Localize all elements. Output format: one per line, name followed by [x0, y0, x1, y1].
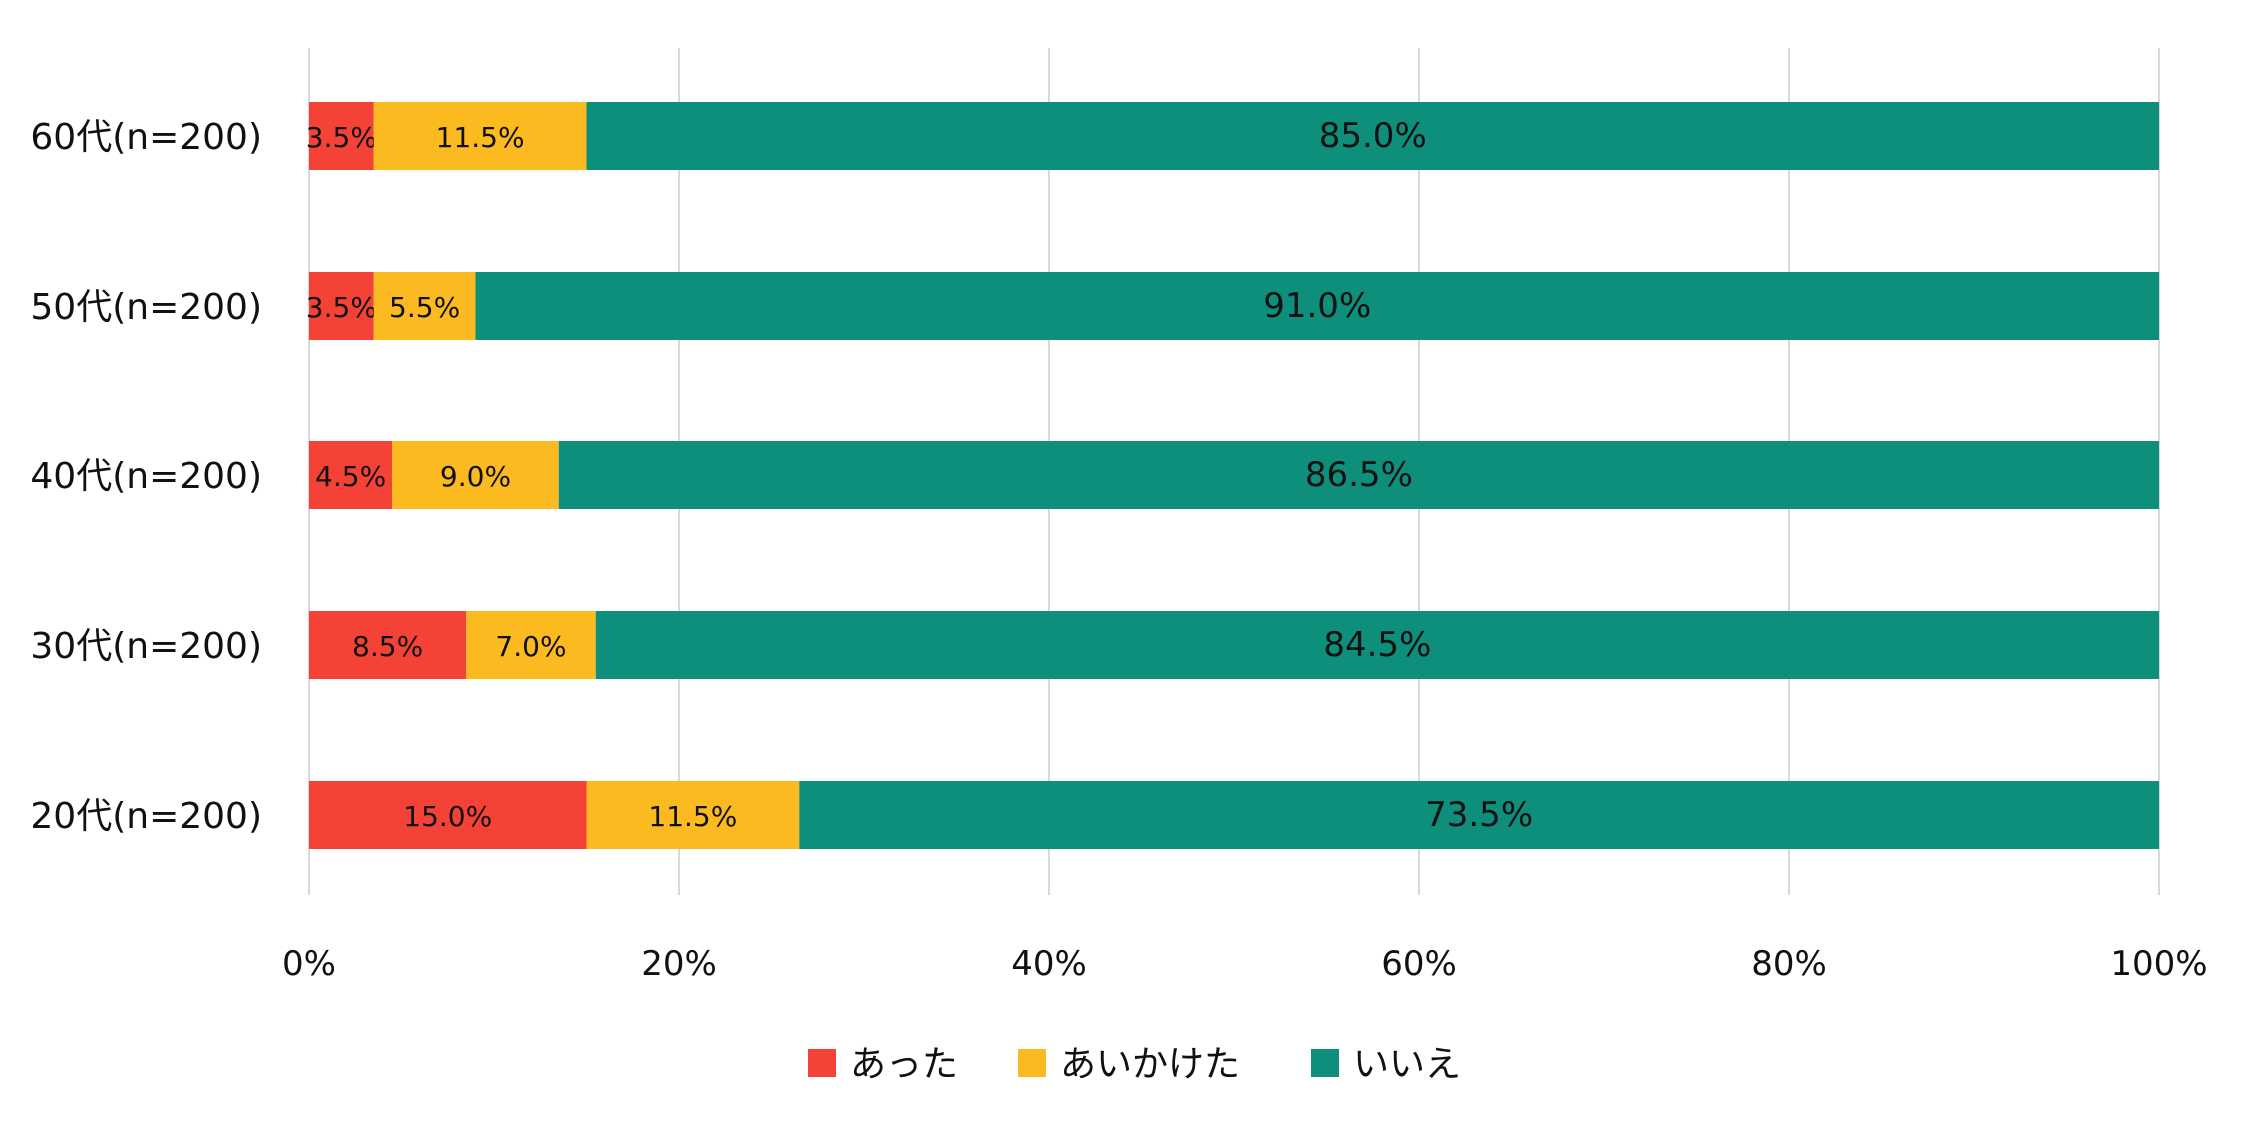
- category-label: 60代(n=200): [30, 117, 262, 158]
- category-label: 40代(n=200): [30, 456, 262, 497]
- bar-segment: [309, 441, 393, 509]
- bar-segment: [373, 272, 476, 340]
- legend-swatch: [1018, 1049, 1046, 1077]
- category-label: 50代(n=200): [30, 287, 262, 328]
- data-label: 86.5%: [1305, 455, 1413, 495]
- bar-segment: [586, 781, 800, 849]
- legend-item: あった: [808, 1044, 958, 1085]
- bar-group: 8.5% 7.0% 84.5%: [309, 611, 2159, 679]
- legend-item: いいえ: [1311, 1044, 1461, 1085]
- bar-segment: [799, 781, 2159, 849]
- tick-label: 60%: [1381, 944, 1457, 984]
- data-label: 3.5%: [306, 291, 377, 324]
- data-label: 5.5%: [389, 291, 460, 324]
- category-label: 30代(n=200): [30, 626, 262, 667]
- bar-group: 3.5% 5.5% 91.0%: [306, 272, 2159, 340]
- bar-group: 3.5% 11.5% 85.0%: [306, 102, 2159, 170]
- bar-segment: [373, 102, 587, 170]
- x-axis-ticks: 0% 20% 40% 60% 80% 100%: [282, 944, 2208, 984]
- data-label: 91.0%: [1263, 286, 1371, 326]
- bar-group: 4.5% 9.0% 86.5%: [309, 441, 2159, 509]
- data-label: 11.5%: [436, 121, 525, 154]
- tick-label: 40%: [1011, 944, 1087, 984]
- data-label: 3.5%: [306, 121, 377, 154]
- tick-label: 20%: [641, 944, 717, 984]
- data-label: 84.5%: [1323, 625, 1431, 665]
- category-labels: 60代(n=200) 50代(n=200) 40代(n=200) 30代(n=200)…: [30, 117, 262, 837]
- legend-swatch: [1311, 1049, 1339, 1077]
- legend-item: あいかけた: [1018, 1044, 1240, 1085]
- legend-label: あった: [850, 1044, 958, 1085]
- bar-segment: [558, 441, 2159, 509]
- bar-segment: [392, 441, 559, 509]
- bar-segment: [466, 611, 596, 679]
- bar-segment: [595, 611, 2159, 679]
- bar-segment: [586, 102, 2159, 170]
- data-label: 8.5%: [352, 630, 423, 663]
- bars: 3.5% 11.5% 85.0% 3.5% 5.5% 91.0% 4.5% 9.0% 86.5%…: [306, 102, 2159, 849]
- legend-label: あいかけた: [1060, 1044, 1240, 1085]
- legend-label: いいえ: [1353, 1044, 1461, 1085]
- legend: あった あいかけた いいえ: [808, 1044, 1461, 1085]
- bar-group: 15.0% 11.5% 73.5%: [309, 781, 2159, 849]
- tick-label: 0%: [282, 944, 336, 984]
- data-label: 9.0%: [440, 460, 511, 493]
- category-label: 20代(n=200): [30, 796, 262, 837]
- bar-segment: [475, 272, 2159, 340]
- tick-label: 80%: [1751, 944, 1827, 984]
- bar-segment: [309, 781, 587, 849]
- data-label: 4.5%: [315, 460, 386, 493]
- data-label: 15.0%: [403, 800, 492, 833]
- bar-segment: [309, 272, 374, 340]
- data-label: 73.5%: [1425, 795, 1533, 835]
- legend-swatch: [808, 1049, 836, 1077]
- data-label: 85.0%: [1319, 116, 1427, 156]
- tick-label: 100%: [2110, 944, 2207, 984]
- bar-segment: [309, 102, 374, 170]
- data-label: 7.0%: [495, 630, 566, 663]
- bar-segment: [309, 611, 467, 679]
- data-label: 11.5%: [648, 800, 737, 833]
